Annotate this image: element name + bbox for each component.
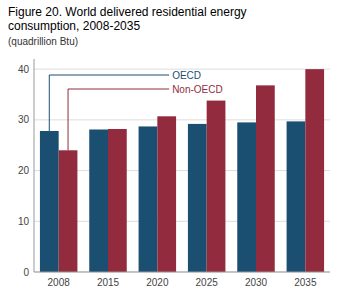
bar [40,131,59,272]
y-tick-label: 40 [18,64,30,75]
bars [40,69,324,272]
series-label: Non-OECD [172,84,223,95]
x-tick-label: 2015 [97,277,120,288]
grid-line [34,119,330,120]
bar [188,124,207,272]
bar [207,101,226,272]
x-axis-line [34,272,330,273]
chart: Figure 20. World delivered residential e… [0,0,340,296]
y-tick-label: 20 [18,165,30,176]
series-label: OECD [172,70,201,81]
x-tick-label: 2025 [196,277,219,288]
title-line: consumption, 2008-2035 [8,19,140,33]
grid-line [34,272,330,273]
y-axis-line [34,59,35,272]
y-tick-label: 0 [23,267,29,278]
grid-line [34,221,330,222]
grid-line [34,170,330,171]
subtitle: (quadrillion Btu) [8,36,78,47]
bar [89,129,108,272]
bar [108,129,127,272]
title-line: Figure 20. World delivered residential e… [8,5,247,19]
x-tick-label: 2035 [294,277,317,288]
bar [305,69,324,272]
x-tick-label: 2030 [245,277,268,288]
y-tick-label: 10 [18,216,30,227]
bar [157,116,176,272]
bar [237,122,256,272]
leader-line [68,89,169,150]
bar [256,85,275,272]
title: Figure 20. World delivered residential e… [8,5,247,33]
bar [59,150,78,272]
leader-line [49,75,169,131]
bar [287,121,306,272]
y-tick-label: 30 [18,114,30,125]
x-tick-label: 2008 [48,277,71,288]
bar [139,126,158,272]
x-tick-label: 2020 [146,277,169,288]
